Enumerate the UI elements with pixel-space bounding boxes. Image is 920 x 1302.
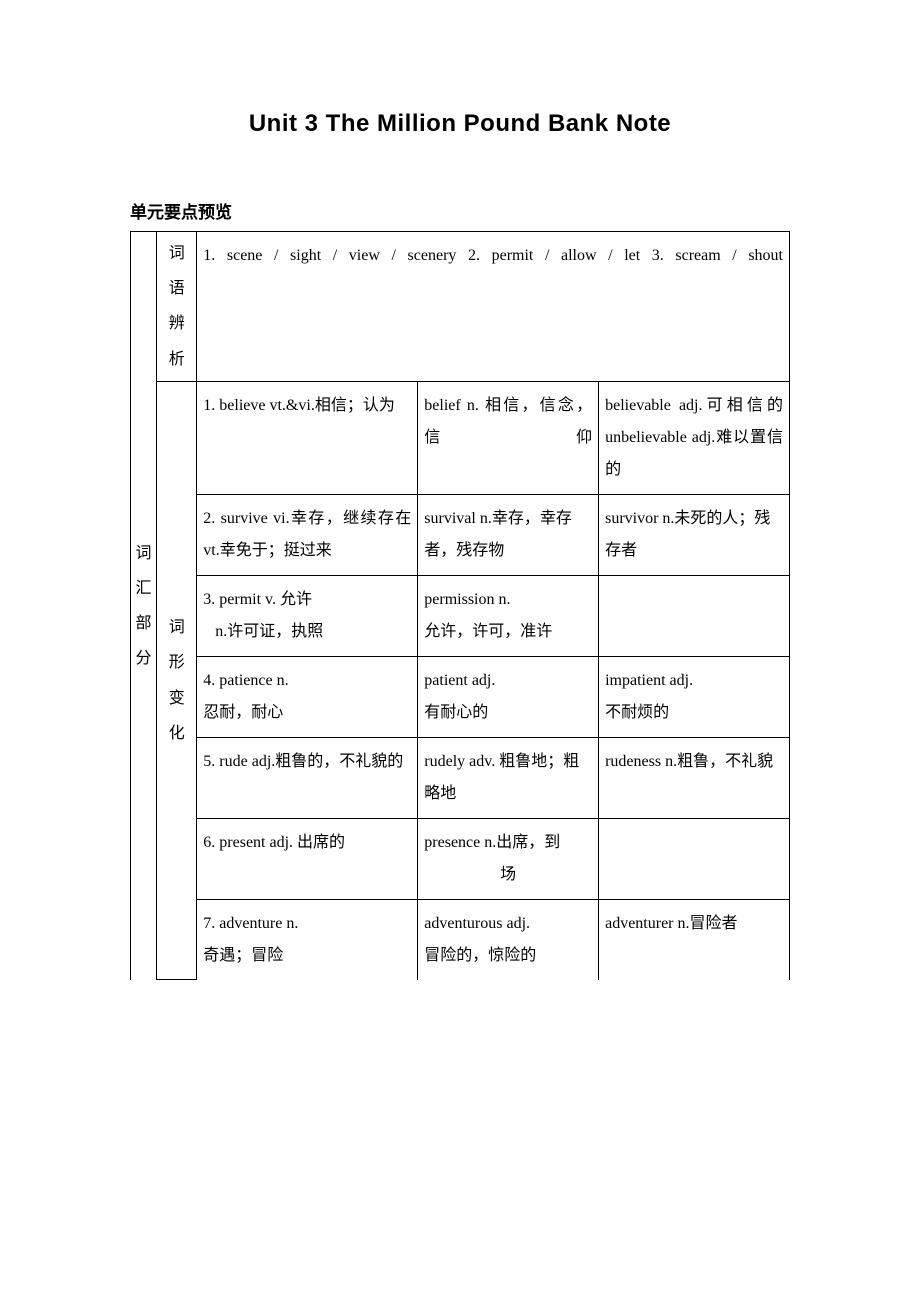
- table-row: 6. present adj. 出席的 presence n.出席，到 场: [131, 818, 790, 899]
- cell-c1: 1. believe vt.&vi.相信；认为: [197, 381, 418, 494]
- cell-c2: permission n.允许，许可，准许: [418, 575, 599, 656]
- cell-c3: adventurer n.冒险者: [599, 899, 790, 980]
- cell-c1: 4. patience n.忍耐，耐心: [197, 656, 418, 737]
- cell-c2: presence n.出席，到 场: [418, 818, 599, 899]
- table-row: 词汇部分 词语辨析 1. scene / sight / view / scen…: [131, 232, 790, 382]
- cell-c2: patient adj.有耐心的: [418, 656, 599, 737]
- cell-c3: impatient adj.不耐烦的: [599, 656, 790, 737]
- cell-c1: 7. adventure n.奇遇；冒险: [197, 899, 418, 980]
- row1-text: 1. scene / sight / view / scenery 2. per…: [203, 240, 783, 272]
- table-row: 5. rude adj.粗鲁的，不礼貌的 rudely adv. 粗鲁地；粗略地…: [131, 737, 790, 818]
- table-row: 4. patience n.忍耐，耐心 patient adj.有耐心的 imp…: [131, 656, 790, 737]
- cell-c1: 6. present adj. 出席的: [197, 818, 418, 899]
- cell-c2: adventurous adj.冒险的，惊险的: [418, 899, 599, 980]
- table-row: 2. survive vi.幸存，继续存在 vt.幸免于；挺过来 surviva…: [131, 494, 790, 575]
- row1-content: 1. scene / sight / view / scenery 2. per…: [197, 232, 790, 382]
- cell-text: 2. survive vi.幸存，继续存在 vt.幸免于；挺过来: [203, 503, 411, 567]
- page-title: Unit 3 The Million Pound Bank Note: [130, 110, 790, 138]
- cell-c2: survival n.幸存，幸存者，残存物: [418, 494, 599, 575]
- cell-text: 场: [424, 859, 592, 891]
- sub-label-cell: 词语辨析: [157, 232, 197, 382]
- cell-text: 5. rude adj.粗鲁的，不礼貌的: [203, 746, 411, 778]
- cell-c1: 2. survive vi.幸存，继续存在 vt.幸免于；挺过来: [197, 494, 418, 575]
- section-header: 单元要点预览: [130, 198, 790, 223]
- cell-text: presence n.出席，到: [424, 827, 592, 859]
- cell-text: rudeness n.粗鲁，不礼貌: [605, 746, 783, 778]
- table-row: 词形变化 1. believe vt.&vi.相信；认为 belief n. 相…: [131, 381, 790, 494]
- cell-c3: rudeness n.粗鲁，不礼貌: [599, 737, 790, 818]
- cell-c3: [599, 818, 790, 899]
- table-row: 3. permit v. 允许 n.许可证，执照 permission n.允许…: [131, 575, 790, 656]
- cell-c3: believable adj.可相信的 unbelievable adj.难以置…: [599, 381, 790, 494]
- table-row: 7. adventure n.奇遇；冒险 adventurous adj.冒险的…: [131, 899, 790, 980]
- cell-c1: 3. permit v. 允许 n.许可证，执照: [197, 575, 418, 656]
- cell-text: belief n. 相信，信念，信仰: [424, 390, 592, 454]
- cell-text: believable adj.可相信的 unbelievable adj.难以置…: [605, 390, 783, 486]
- sub-label-cell-2: 词形变化: [157, 381, 197, 980]
- vocabulary-table: 词汇部分 词语辨析 1. scene / sight / view / scen…: [130, 231, 790, 980]
- cell-c3: [599, 575, 790, 656]
- left-label-cell: 词汇部分: [131, 232, 157, 980]
- cell-c3: survivor n.未死的人；残存者: [599, 494, 790, 575]
- cell-c2: rudely adv. 粗鲁地；粗略地: [418, 737, 599, 818]
- cell-c2: belief n. 相信，信念，信仰: [418, 381, 599, 494]
- cell-c1: 5. rude adj.粗鲁的，不礼貌的: [197, 737, 418, 818]
